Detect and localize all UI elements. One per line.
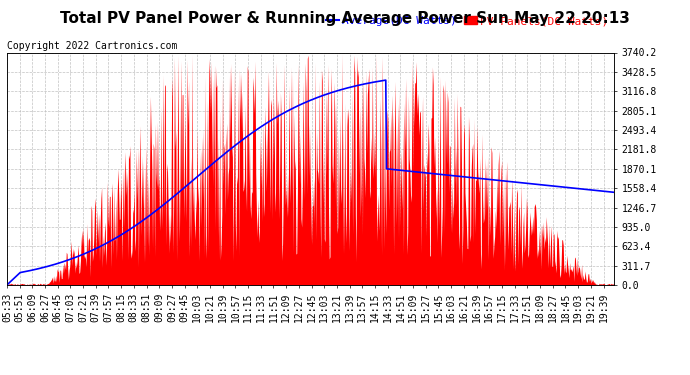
Text: Total PV Panel Power & Running Average Power Sun May 22 20:13: Total PV Panel Power & Running Average P… [60, 11, 630, 26]
Text: Copyright 2022 Cartronics.com: Copyright 2022 Cartronics.com [7, 41, 177, 51]
Legend: Average(DC Watts), PV Panels(DC Watts): Average(DC Watts), PV Panels(DC Watts) [326, 16, 609, 26]
